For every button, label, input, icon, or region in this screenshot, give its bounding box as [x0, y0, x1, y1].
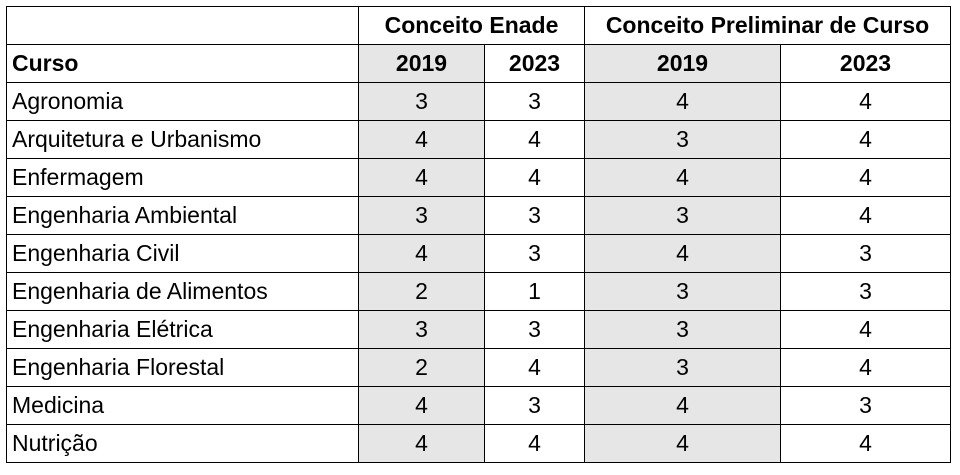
table-container: Conceito Enade Conceito Preliminar de Cu… — [6, 6, 951, 463]
course-name: Engenharia Florestal — [6, 348, 359, 387]
table-row: Engenharia de Alimentos 2 1 3 3 — [6, 272, 951, 311]
enade-2019-value: 4 — [358, 234, 485, 273]
course-column-header: Curso — [6, 44, 359, 83]
cpc-2023-value: 4 — [780, 424, 951, 463]
course-name: Engenharia Civil — [6, 234, 359, 273]
table-row: Engenharia Civil 4 3 4 3 — [6, 234, 951, 273]
cpc-2019-header: 2019 — [584, 44, 781, 83]
year-header-row: Curso 2019 2023 2019 2023 — [6, 44, 951, 83]
enade-2023-value: 3 — [484, 310, 585, 349]
course-name: Engenharia Elétrica — [6, 310, 359, 349]
cpc-2019-value: 4 — [584, 82, 781, 121]
cpc-2019-value: 4 — [584, 234, 781, 273]
course-name: Arquitetura e Urbanismo — [6, 120, 359, 159]
enade-2023-value: 4 — [484, 120, 585, 159]
enade-2019-value: 3 — [358, 82, 485, 121]
table-row: Enfermagem 4 4 4 4 — [6, 158, 951, 197]
cpc-2023-value: 4 — [780, 348, 951, 387]
cpc-2023-value: 3 — [780, 272, 951, 311]
enade-2023-value: 4 — [484, 158, 585, 197]
cpc-2023-value: 3 — [780, 234, 951, 273]
cpc-2023-value: 4 — [780, 158, 951, 197]
enade-2023-value: 3 — [484, 82, 585, 121]
enade-2023-value: 3 — [484, 234, 585, 273]
enade-2023-value: 4 — [484, 424, 585, 463]
cpc-2019-value: 3 — [584, 348, 781, 387]
table-row: Medicina 4 3 4 3 — [6, 386, 951, 425]
blank-header-cell — [6, 6, 359, 45]
cpc-2019-value: 4 — [584, 386, 781, 425]
enade-2023-value: 3 — [484, 386, 585, 425]
cpc-2023-value: 4 — [780, 120, 951, 159]
enade-2019-value: 4 — [358, 158, 485, 197]
cpc-2019-value: 3 — [584, 272, 781, 311]
table-row: Nutrição 4 4 4 4 — [6, 424, 951, 463]
course-name: Nutrição — [6, 424, 359, 463]
enade-2019-header: 2019 — [358, 44, 485, 83]
table-row: Engenharia Florestal 2 4 3 4 — [6, 348, 951, 387]
enade-2023-value: 1 — [484, 272, 585, 311]
enade-2019-value: 3 — [358, 310, 485, 349]
cpc-2023-header: 2023 — [780, 44, 951, 83]
course-name: Engenharia Ambiental — [6, 196, 359, 235]
cpc-2019-value: 4 — [584, 424, 781, 463]
cpc-2019-value: 3 — [584, 120, 781, 159]
enade-group-header: Conceito Enade — [358, 6, 585, 45]
enade-2023-header: 2023 — [484, 44, 585, 83]
cpc-2019-value: 4 — [584, 158, 781, 197]
cpc-2019-value: 3 — [584, 196, 781, 235]
table-row: Engenharia Elétrica 3 3 3 4 — [6, 310, 951, 349]
cpc-2023-value: 4 — [780, 310, 951, 349]
enade-2019-value: 4 — [358, 424, 485, 463]
group-header-row: Conceito Enade Conceito Preliminar de Cu… — [6, 6, 951, 45]
cpc-2023-value: 4 — [780, 82, 951, 121]
enade-2019-value: 4 — [358, 120, 485, 159]
course-grades-table: Conceito Enade Conceito Preliminar de Cu… — [6, 6, 951, 463]
cpc-group-header: Conceito Preliminar de Curso — [584, 6, 951, 45]
enade-2019-value: 4 — [358, 386, 485, 425]
cpc-2023-value: 4 — [780, 196, 951, 235]
cpc-2019-value: 3 — [584, 310, 781, 349]
cpc-2023-value: 3 — [780, 386, 951, 425]
course-name: Agronomia — [6, 82, 359, 121]
table-row: Agronomia 3 3 4 4 — [6, 82, 951, 121]
course-name: Medicina — [6, 386, 359, 425]
course-name: Enfermagem — [6, 158, 359, 197]
enade-2019-value: 3 — [358, 196, 485, 235]
enade-2019-value: 2 — [358, 348, 485, 387]
enade-2019-value: 2 — [358, 272, 485, 311]
table-row: Engenharia Ambiental 3 3 3 4 — [6, 196, 951, 235]
course-name: Engenharia de Alimentos — [6, 272, 359, 311]
enade-2023-value: 4 — [484, 348, 585, 387]
enade-2023-value: 3 — [484, 196, 585, 235]
table-row: Arquitetura e Urbanismo 4 4 3 4 — [6, 120, 951, 159]
